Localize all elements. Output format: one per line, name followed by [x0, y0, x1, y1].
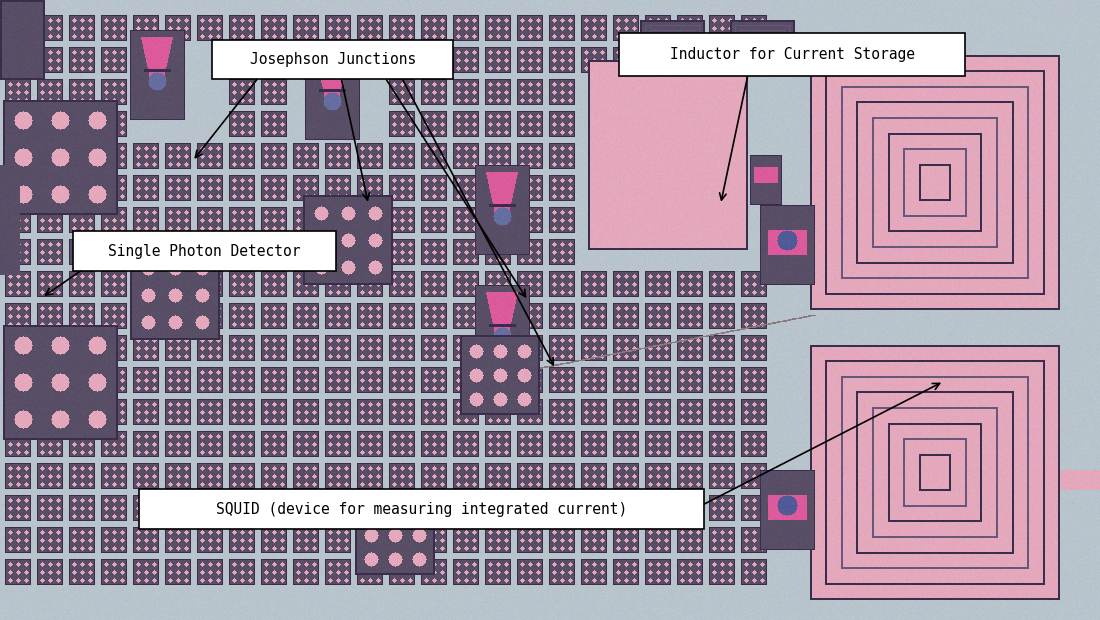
Text: SQUID (device for measuring integrated current): SQUID (device for measuring integrated c… [216, 502, 627, 516]
FancyBboxPatch shape [139, 489, 704, 529]
FancyBboxPatch shape [73, 231, 336, 271]
FancyBboxPatch shape [212, 40, 453, 79]
Text: Single Photon Detector: Single Photon Detector [108, 244, 300, 259]
Text: Josephson Junctions: Josephson Junctions [250, 52, 416, 67]
FancyBboxPatch shape [619, 33, 965, 76]
Text: Inductor for Current Storage: Inductor for Current Storage [670, 46, 914, 62]
